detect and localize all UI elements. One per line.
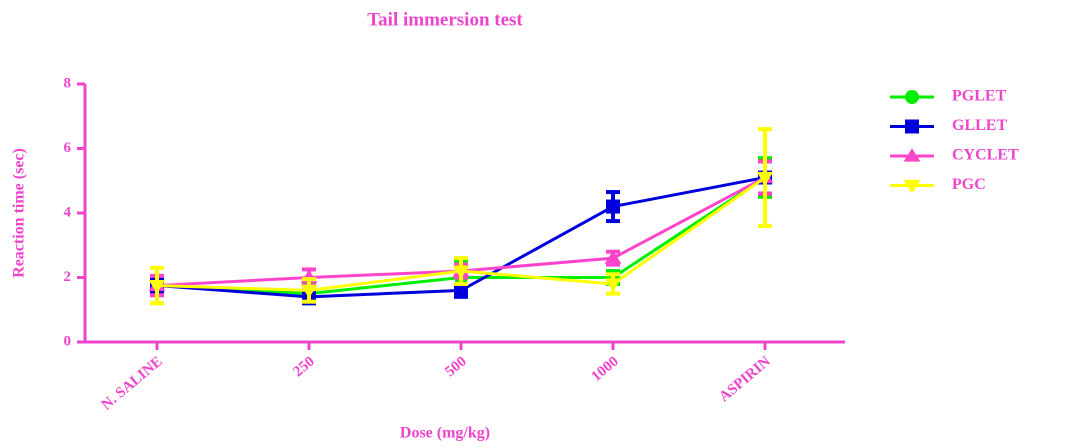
y-tick-label: 6 [64, 140, 72, 156]
x-tick-label: 500 [442, 353, 470, 380]
marker [452, 265, 470, 279]
x-tick-label: 1000 [589, 353, 622, 385]
x-axis-label: Dose (mg/kg) [400, 425, 490, 442]
marker [756, 171, 774, 186]
y-tick-label: 2 [64, 269, 72, 285]
marker [300, 284, 318, 299]
legend-marker [905, 119, 919, 134]
marker [606, 199, 620, 214]
legend-marker [905, 90, 919, 104]
y-axis-label: Reaction time (sec) [11, 148, 28, 278]
x-tick-label: N. SALINE [99, 353, 166, 413]
chart-title: Tail immersion test [367, 9, 523, 30]
legend-label: CYCLET [952, 147, 1019, 164]
y-tick-label: 0 [64, 333, 72, 349]
marker [148, 279, 166, 294]
legend-label: PGC [952, 176, 986, 193]
y-tick-label: 4 [64, 204, 72, 220]
x-tick-label: ASPIRIN [716, 353, 774, 405]
legend-marker [903, 179, 921, 194]
marker [454, 283, 468, 298]
marker [604, 250, 622, 264]
legend-marker [903, 148, 921, 162]
legend-label: GLLET [952, 117, 1007, 134]
legend-label: PGLET [952, 88, 1007, 105]
marker [604, 278, 622, 292]
x-tick-label: 250 [290, 353, 318, 380]
y-tick-label: 8 [64, 75, 72, 91]
